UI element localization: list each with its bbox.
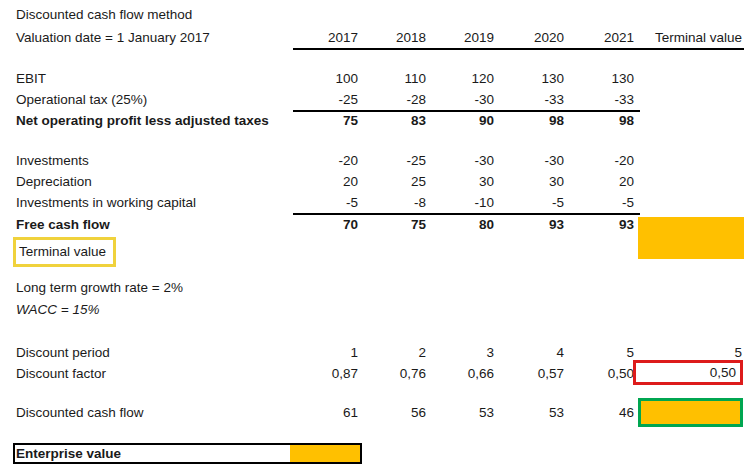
- cell: -8: [366, 192, 426, 213]
- cell: 0,66: [434, 363, 494, 384]
- row-discounted-cash-flow: Discounted cash flow 61 56 53 53 46: [0, 402, 744, 423]
- col-header-2021: 2021: [574, 27, 634, 48]
- cell: -5: [574, 192, 634, 213]
- cell: 75: [298, 110, 358, 131]
- row-label: Free cash flow: [16, 214, 110, 235]
- cell: 2: [366, 342, 426, 363]
- cell: -20: [574, 150, 634, 171]
- cell: -28: [366, 89, 426, 110]
- cell: 90: [434, 110, 494, 131]
- cell: 130: [574, 68, 634, 89]
- terminal-value-cell: [638, 217, 744, 259]
- header-underline: [293, 48, 744, 50]
- valuation-date: Valuation date = 1 January 2017: [16, 27, 210, 48]
- cell: 1: [298, 342, 358, 363]
- cell: -5: [504, 192, 564, 213]
- row-ebit: EBIT 100 110 120 130 130: [0, 68, 744, 89]
- row-label: Discounted cash flow: [16, 402, 144, 423]
- cell: 5: [574, 342, 634, 363]
- cell: 20: [574, 171, 634, 192]
- cell: 0,87: [298, 363, 358, 384]
- row-label: Depreciation: [16, 171, 92, 192]
- cell: 98: [574, 110, 634, 131]
- row-growth-rate: Long term growth rate = 2%: [0, 277, 744, 298]
- cell: -33: [504, 89, 564, 110]
- sheet-title: Discounted cash flow method: [16, 4, 192, 25]
- row-label: Discount factor: [16, 363, 106, 384]
- cell: 75: [366, 214, 426, 235]
- cell: 130: [504, 68, 564, 89]
- cell: 53: [504, 402, 564, 423]
- cell: 20: [298, 171, 358, 192]
- cell: 4: [504, 342, 564, 363]
- row-label: Operational tax (25%): [16, 89, 147, 110]
- row-depreciation: Depreciation 20 25 30 30 20: [0, 171, 744, 192]
- row-label: Investments: [16, 150, 89, 171]
- cell: 3: [434, 342, 494, 363]
- discounted-terminal-value-cell: [638, 398, 743, 427]
- dcf-worksheet: Discounted cash flow method Valuation da…: [0, 0, 744, 474]
- col-header-terminal-value: Terminal value: [638, 27, 742, 48]
- cell: 110: [366, 68, 426, 89]
- cell-terminal: 0,50: [636, 363, 740, 382]
- wacc-text: WACC = 15%: [16, 299, 99, 320]
- row-investments: Investments -20 -25 -30 -30 -20: [0, 150, 744, 171]
- row-working-capital: Investments in working capital -5 -8 -10…: [0, 192, 744, 213]
- col-header-2019: 2019: [434, 27, 494, 48]
- discount-factor-terminal-cell: 0,50: [633, 360, 743, 385]
- col-header-2017: 2017: [298, 27, 358, 48]
- row-label: Net operating profit less adjusted taxes: [16, 110, 269, 131]
- cell: 0,50: [574, 363, 634, 384]
- cell: 53: [434, 402, 494, 423]
- row-label: Terminal value: [16, 240, 113, 264]
- cell: 80: [434, 214, 494, 235]
- row-noplat: Net operating profit less adjusted taxes…: [0, 110, 744, 131]
- cell: 70: [298, 214, 358, 235]
- cell: 0,76: [366, 363, 426, 384]
- cell: -25: [298, 89, 358, 110]
- cell: 93: [574, 214, 634, 235]
- growth-rate-text: Long term growth rate = 2%: [16, 277, 183, 298]
- cell: 56: [366, 402, 426, 423]
- cell: -5: [298, 192, 358, 213]
- cell: -30: [504, 150, 564, 171]
- cell: 120: [434, 68, 494, 89]
- cell: -30: [434, 150, 494, 171]
- row-wacc: WACC = 15%: [0, 299, 744, 320]
- col-header-2020: 2020: [504, 27, 564, 48]
- row-free-cash-flow: Free cash flow 70 75 80 93 93: [0, 214, 744, 235]
- cell: 25: [366, 171, 426, 192]
- cell: -33: [574, 89, 634, 110]
- row-label: Discount period: [16, 342, 110, 363]
- cell: 98: [504, 110, 564, 131]
- enterprise-value-cell: [290, 445, 360, 462]
- cell: -30: [434, 89, 494, 110]
- col-header-2018: 2018: [366, 27, 426, 48]
- cell: -10: [434, 192, 494, 213]
- cell: 30: [434, 171, 494, 192]
- title-row: Discounted cash flow method: [0, 4, 744, 25]
- row-label: EBIT: [16, 68, 46, 89]
- cell: 46: [574, 402, 634, 423]
- cell: 61: [298, 402, 358, 423]
- enterprise-value-box: Enterprise value: [13, 443, 362, 464]
- cell: 83: [366, 110, 426, 131]
- cell: -25: [366, 150, 426, 171]
- header-row: Valuation date = 1 January 2017 2017 201…: [0, 27, 744, 48]
- cell: 93: [504, 214, 564, 235]
- cell: 0,57: [504, 363, 564, 384]
- cell: 30: [504, 171, 564, 192]
- row-operational-tax: Operational tax (25%) -25 -28 -30 -33 -3…: [0, 89, 744, 110]
- terminal-value-highlight-box: Terminal value: [13, 237, 116, 267]
- row-label: Investments in working capital: [16, 192, 196, 213]
- cell: -20: [298, 150, 358, 171]
- cell: 100: [298, 68, 358, 89]
